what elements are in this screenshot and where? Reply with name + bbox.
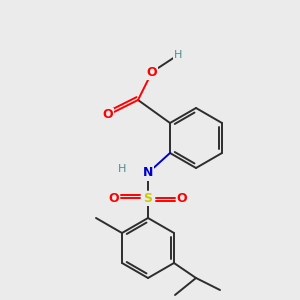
Text: O: O [109,191,119,205]
Text: H: H [118,164,126,174]
Text: O: O [103,109,113,122]
Text: S: S [143,191,152,205]
Text: O: O [147,65,157,79]
Text: H: H [174,50,182,60]
Text: N: N [143,167,153,179]
Text: O: O [177,191,187,205]
